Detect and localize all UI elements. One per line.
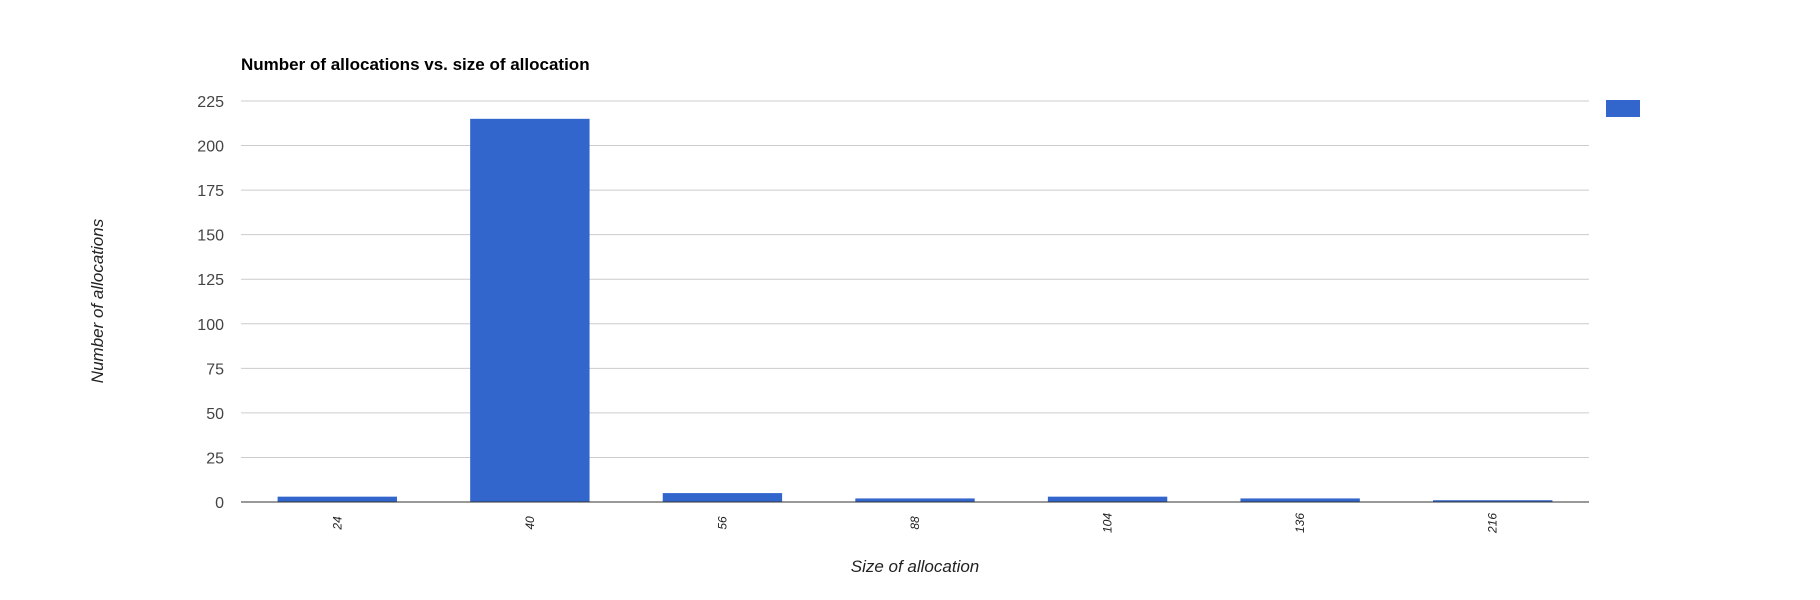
bar-56[interactable]: [662, 493, 783, 502]
x-tick-label: 216: [1486, 513, 1500, 534]
y-tick-label: 175: [197, 183, 224, 200]
bar-136[interactable]: [1240, 498, 1360, 502]
bar-88[interactable]: [855, 498, 975, 502]
x-tick-label: 104: [1101, 513, 1115, 533]
legend-swatch[interactable]: [1606, 100, 1640, 117]
y-tick-label: 25: [206, 450, 224, 467]
y-tick-label: 100: [197, 317, 224, 334]
x-tick-label: 24: [330, 516, 344, 531]
y-tick-label: 150: [197, 228, 224, 245]
x-tick-label: 136: [1293, 513, 1307, 533]
y-tick-label: 200: [197, 139, 224, 156]
y-axis-ticks: 0 25 50 75 100 125 150 175 200 225: [197, 94, 224, 512]
x-tick-label: 56: [715, 516, 729, 530]
bars: [277, 118, 1553, 503]
x-axis-label: Size of allocation: [851, 557, 980, 576]
y-axis-label: Number of allocations: [88, 218, 107, 383]
x-tick-label: 88: [908, 516, 922, 530]
y-tick-label: 75: [206, 361, 224, 378]
x-axis-ticks: 24 40 56 88 104 136 216: [330, 513, 1499, 534]
y-tick-label: 0: [215, 495, 224, 512]
x-tick-label: 40: [523, 516, 537, 530]
y-tick-label: 225: [197, 94, 224, 111]
bar-40[interactable]: [470, 118, 590, 503]
y-tick-label: 50: [206, 406, 224, 423]
chart-title: Number of allocations vs. size of alloca…: [241, 55, 590, 74]
bar-216[interactable]: [1433, 500, 1553, 502]
bar-104[interactable]: [1047, 496, 1168, 502]
gridlines: [241, 100, 1589, 458]
bar-24[interactable]: [277, 496, 397, 502]
y-tick-label: 125: [197, 272, 224, 289]
